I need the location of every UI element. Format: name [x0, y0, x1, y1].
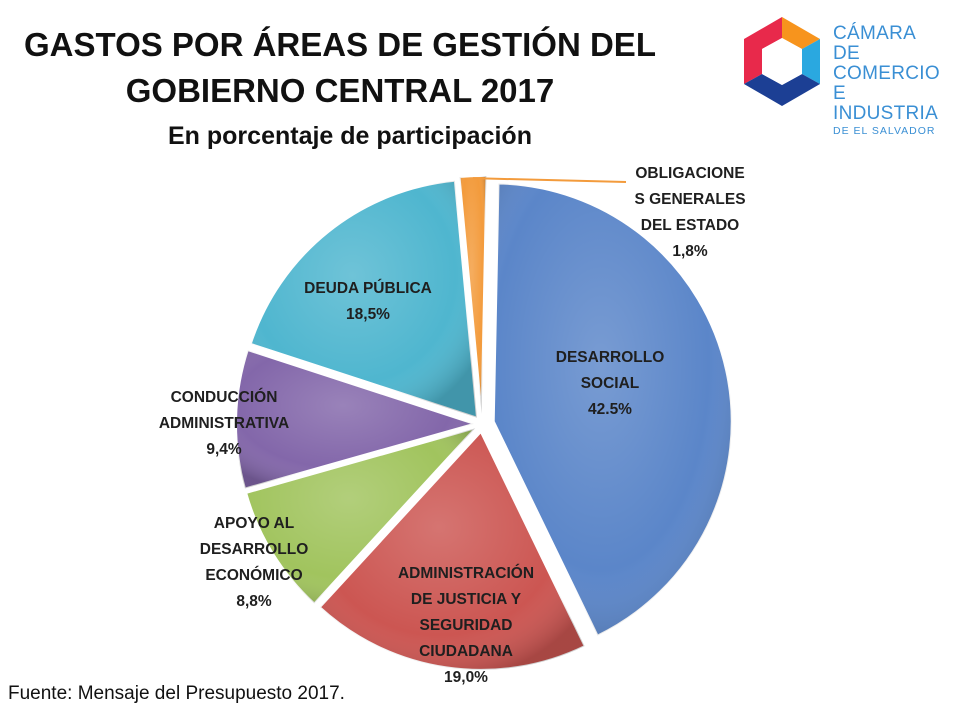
slice-label-line: 18,5%: [346, 306, 390, 323]
pie-slice-shading: [493, 183, 732, 636]
slice-label: CONDUCCIÓN ADMINISTRATIVA 9,4%: [159, 388, 289, 458]
slice-label-line: OBLIGACIONE: [635, 165, 744, 182]
slice-label-line: ADMINISTRATIVA: [159, 415, 289, 432]
slice-label-line: 42.5%: [588, 401, 632, 418]
title-line-1: GASTOS POR ÁREAS DE GESTIÓN DEL: [24, 26, 656, 63]
leader-line: [472, 177, 627, 183]
chamber-logo: CÁMARA DE COMERCIO E INDUSTRIA DE EL SAL…: [735, 12, 945, 137]
slice-label-line: CONDUCCIÓN: [171, 388, 278, 406]
slice-label-line: SOCIAL: [581, 375, 640, 392]
pie-slice-shading: [236, 350, 475, 489]
chart-title: GASTOS POR ÁREAS DE GESTIÓN DEL GOBIERNO…: [0, 22, 680, 114]
slice-label-line: 8,8%: [236, 593, 272, 610]
slice-label-line: CIUDADANA: [419, 643, 513, 660]
slice-label-line: 1,8%: [672, 243, 708, 260]
slice-label-line: S GENERALES: [634, 191, 745, 208]
chamber-logo-mark: [744, 17, 820, 106]
slice-label-line: DE JUSTICIA Y: [411, 591, 522, 608]
slice-label-line: DEL ESTADO: [641, 217, 739, 234]
slice-label: DEUDA PÚBLICA 18,5%: [304, 279, 432, 323]
slice-label-line: DESARROLLO: [556, 349, 665, 366]
logo-line-1: CÁMARA DE: [833, 23, 916, 64]
slice-label-line: SEGURIDAD: [419, 617, 512, 634]
chart-subtitle: En porcentaje de participación: [168, 122, 532, 150]
chamber-logo-text: CÁMARA DE COMERCIO E INDUSTRIA DE EL SAL…: [833, 24, 945, 138]
title-line-2: GOBIERNO CENTRAL 2017: [125, 72, 555, 109]
logo-line-4: DE EL SALVADOR: [833, 125, 936, 137]
slice-label-line: DESARROLLO: [200, 541, 309, 558]
slice-label-line: APOYO AL: [214, 515, 294, 532]
slice-label-line: DEUDA PÚBLICA: [304, 279, 432, 297]
pie-slice-shading: [459, 176, 487, 415]
logo-line-2: COMERCIO: [833, 63, 940, 84]
slice-label-line: ECONÓMICO: [205, 566, 302, 584]
source-note: Fuente: Mensaje del Presupuesto 2017.: [8, 683, 345, 704]
slice-label: ADMINISTRACIÓN DE JUSTICIA Y SEGURIDAD CIUD…: [398, 564, 534, 686]
slice-label-line: 9,4%: [206, 441, 242, 458]
slice-label-line: ADMINISTRACIÓN: [398, 564, 534, 582]
pie-slice-shading: [246, 428, 476, 604]
logo-line-3: E INDUSTRIA: [833, 83, 939, 124]
pie-slice-shading: [250, 180, 478, 418]
slice-label-line: 19,0%: [444, 669, 488, 686]
slice-label: OBLIGACIONE S GENERALES DEL ESTADO 1,8%: [634, 165, 745, 260]
slice-label: DESARROLLO SOCIAL 42.5%: [556, 349, 665, 418]
slice-label: APOYO AL DESARROLLO ECONÓMICO 8,8%: [200, 515, 309, 610]
pie-slice-shading: [319, 431, 585, 670]
